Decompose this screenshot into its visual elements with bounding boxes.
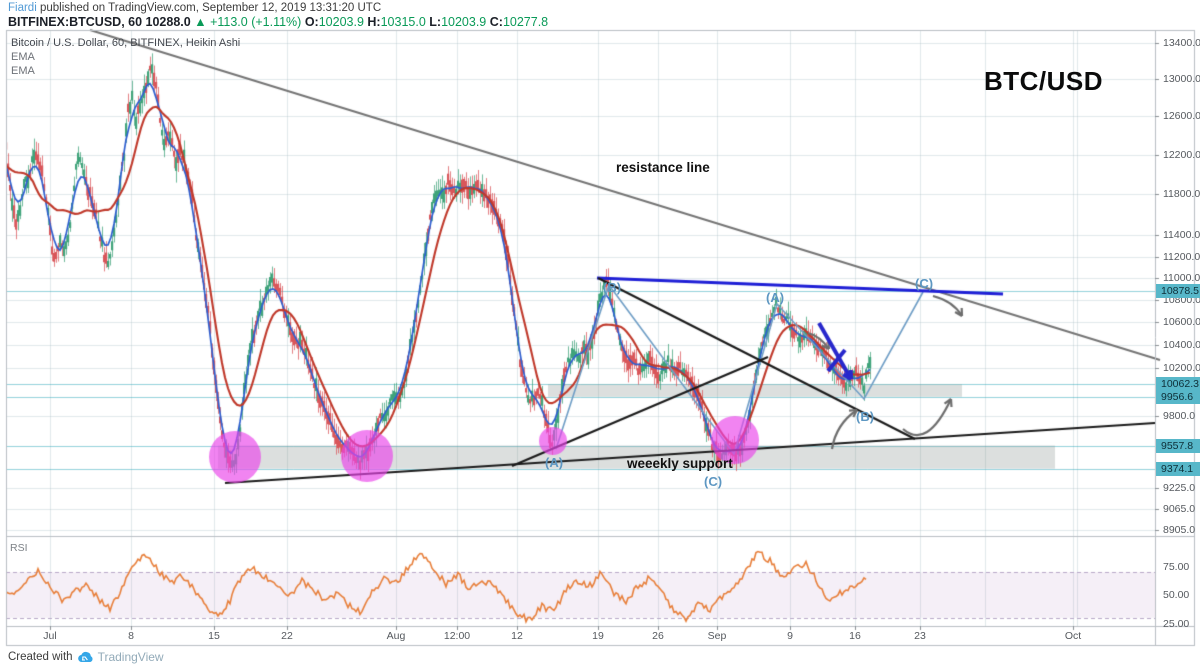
price-axis-label: 10600.0	[1163, 316, 1200, 329]
price-axis-label: 11800.0	[1163, 188, 1200, 201]
highlighted-price-tag: 10878.5	[1156, 284, 1200, 299]
rsi-axis-label: 25.00	[1163, 617, 1190, 630]
chart-legend: Bitcoin / U.S. Dollar, 60, BITFINEX, Hei…	[11, 36, 240, 78]
time-axis-label: 12	[511, 630, 523, 642]
wave-label: (B)	[856, 409, 875, 424]
rsi-indicator-label: RSI	[10, 542, 28, 554]
close-value: 10277.8	[502, 15, 549, 29]
price-axis-label: 13400.0	[1163, 36, 1200, 49]
price-axis-label: 9225.0	[1163, 481, 1196, 494]
time-axis-label: Sep	[707, 630, 727, 642]
highlighted-price-tag: 9956.6	[1156, 389, 1200, 404]
low-label: L:	[429, 15, 442, 29]
wave-label: (A)	[545, 455, 564, 470]
chart-title: Bitcoin / U.S. Dollar, 60, BITFINEX, Hei…	[11, 37, 241, 49]
symbol-name: BITFINEX:BTCUSD, 60	[8, 15, 143, 29]
open-value: 10203.9	[318, 15, 364, 29]
pair-watermark: BTC/USD	[984, 66, 1104, 96]
rsi-axis-label: 50.00	[1163, 589, 1190, 601]
price-axis-label: 9800.0	[1163, 409, 1196, 422]
published-text: published on TradingView.com, September …	[36, 2, 382, 14]
price-axis-label: 8905.0	[1163, 523, 1196, 536]
time-axis-label: 19	[592, 630, 604, 642]
time-axis-label: 9	[787, 630, 793, 642]
price-axis-label: 13000.0	[1163, 72, 1200, 85]
high-value: 10315.0	[380, 15, 426, 29]
highlighted-price-tag: 9557.8	[1156, 438, 1200, 453]
brand-text: TradingView	[97, 650, 164, 664]
time-axis-label: 15	[208, 630, 220, 642]
price-axis-label: 12200.0	[1163, 148, 1200, 161]
wave-label: (A)	[766, 290, 785, 305]
price-axis-label: 12600.0	[1163, 110, 1200, 123]
rsi-axis-label: 75.00	[1163, 560, 1190, 573]
time-axis-label: Aug	[386, 630, 406, 642]
highlighted-price-tag: 9374.1	[1156, 461, 1200, 476]
time-axis-label: Oct	[1064, 630, 1082, 642]
price-axis-label: 9065.0	[1163, 502, 1196, 515]
time-axis-label: 8	[128, 630, 134, 642]
byline: Fiardi published on TradingView.com, Sep…	[8, 2, 381, 14]
price-axis-label: 10400.0	[1163, 338, 1200, 351]
symbol-line: BITFINEX:BTCUSD, 60 10288.0 ▲ +113.0 (+1…	[8, 15, 548, 29]
time-axis-label: Jul	[43, 630, 57, 642]
price-change: +113.0 (+1.11%)	[210, 15, 302, 29]
author-link[interactable]: Fiardi	[8, 2, 37, 14]
price-axis-label: 11000.0	[1163, 271, 1200, 284]
footer: Created with TradingView	[8, 650, 164, 664]
time-axis-label: 12:00	[443, 630, 471, 642]
resistance-line-label: resistance line	[616, 160, 710, 175]
up-arrow-icon: ▲	[194, 15, 207, 29]
weekly-support-label: weeekly support	[627, 456, 733, 471]
price-axis-label: 11400.0	[1163, 229, 1200, 242]
low-value: 10203.9	[441, 15, 487, 29]
price-axis-label: 10200.0	[1163, 362, 1200, 374]
time-axis-label: 22	[281, 630, 293, 642]
wave-label: (C)	[915, 276, 934, 291]
time-axis-label: 23	[914, 630, 926, 642]
ema-legend-1: EMA	[11, 51, 35, 63]
wave-label: (B)	[603, 280, 622, 295]
close-label: C:	[489, 15, 503, 29]
time-axis-label: 26	[652, 630, 664, 642]
high-label: H:	[367, 15, 381, 29]
last-price: 10288.0	[145, 15, 191, 29]
wave-label: (C)	[704, 474, 723, 489]
highlighted-price-tag: 10062.3	[1156, 377, 1200, 392]
price-axis-label: 11200.0	[1163, 250, 1200, 263]
tradingview-logo-icon	[77, 651, 93, 662]
created-with-text: Created with	[8, 651, 73, 663]
open-label: O:	[304, 15, 319, 29]
ema-legend-2: EMA	[11, 65, 35, 77]
time-axis-label: 16	[849, 630, 861, 642]
